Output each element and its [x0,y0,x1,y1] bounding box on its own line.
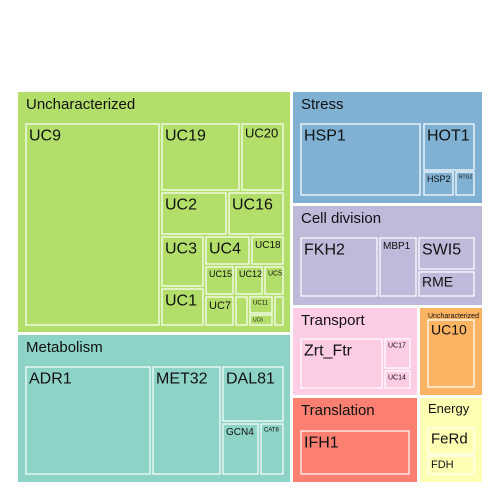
tile-uc1-0-11[interactable] [161,288,204,326]
tile-uc15-0-8[interactable] [205,266,234,295]
tile-mbp1-2-1[interactable] [379,237,417,297]
tile-label: UC3 [165,240,197,257]
tile-rme-2-3[interactable] [418,271,475,297]
tile-uc6-0-15[interactable] [249,314,273,326]
tile-label: RTG2 [459,175,472,181]
group-label: Stress [301,96,344,113]
tile-label: DAL81 [226,370,275,387]
tile-uc4-0-6[interactable] [205,236,250,265]
tile-uc3-0-5[interactable] [161,236,204,287]
tile-uc11-0-14[interactable] [249,296,273,314]
tile-label: Zrt_Ftr [304,342,353,359]
tile-label: FeRd [431,431,468,448]
tile-zrt-ftr-4-0[interactable] [300,338,383,389]
tile-label: MBP1 [383,241,411,252]
tile-dal81-3-2[interactable] [222,366,284,422]
tile-hot1-1-1[interactable] [423,123,475,171]
tile-label: UC10 [431,322,467,338]
group-translation-6[interactable]: Translation IFH1 [293,398,417,482]
group-label: Energy [428,401,470,416]
group-cell-division-2[interactable]: Cell division FKH2 MBP1 SWI5 RME [293,206,482,305]
tile-label: CAT8 [264,427,280,433]
tile-uc7-0-12[interactable] [205,296,234,326]
tile-uc17-4-1[interactable] [384,338,411,369]
tile-label: UC7 [209,300,231,312]
tile-fkh2-2-0[interactable] [300,237,378,297]
tile-uc5-0-10[interactable] [264,266,284,295]
tile-unlabeled-0-13[interactable] [235,296,248,326]
tile-hsp1-1-0[interactable] [300,123,421,196]
group-label: Cell division [301,210,381,227]
tile-label: UC2 [165,196,197,213]
tile-label: IFH1 [304,434,339,451]
tile-label: UC14 [388,374,406,381]
tile-fdh-7-1[interactable] [427,455,475,475]
tile-label: HSP1 [304,127,346,144]
tile-label: ADR1 [29,370,72,387]
tile-unlabeled-0-16[interactable] [274,296,284,326]
tile-uc20-0-2[interactable] [241,123,284,191]
tile-uc16-0-4[interactable] [228,192,284,235]
tile-label: UC19 [165,127,206,144]
tile-cat8-3-4[interactable] [260,423,284,475]
tile-label: UC16 [232,196,273,213]
tile-uc12-0-9[interactable] [235,266,263,295]
group-uncharacterized-5[interactable]: Uncharacterized UC10 [420,308,482,395]
tile-label: HOT1 [427,127,470,144]
group-label: Uncharacterized [428,313,479,320]
tile-label: UC5 [268,270,282,277]
tile-ifh1-6-0[interactable] [300,430,410,475]
tile-rtg2-1-3[interactable] [455,171,475,196]
group-label: Metabolism [26,339,103,356]
tile-uc10-5-0[interactable] [427,319,475,388]
tile-uc14-4-2[interactable] [384,370,411,389]
tile-uc18-0-7[interactable] [251,236,284,265]
group-label: Transport [301,312,365,329]
tile-label: UC11 [253,300,269,306]
tile-uc19-0-1[interactable] [161,123,240,191]
tile-uc2-0-3[interactable] [161,192,227,235]
tile-hsp2-1-2[interactable] [423,171,454,196]
tile-label: GCN4 [226,427,254,438]
tile-uc9-0-0[interactable] [25,123,160,326]
tile-label: UC18 [255,240,281,251]
tile-swi5-2-2[interactable] [418,237,475,270]
tile-adr1-3-0[interactable] [25,366,151,475]
tile-label: MET32 [156,370,208,387]
group-uncharacterized-0[interactable]: Uncharacterized UC9 UC19 UC20 UC2 UC16 UC3 UC4 U… [18,92,290,332]
tile-label: UC4 [209,240,241,257]
tile-label: FKH2 [304,241,345,258]
tile-label: UC6 [253,318,263,324]
tile-label: RME [422,274,453,290]
group-label: Translation [301,402,375,419]
group-energy-7[interactable]: Energy FeRd FDH [420,398,482,482]
tile-label: HSP2 [427,174,451,184]
tile-label: FDH [431,459,454,471]
tile-met32-3-1[interactable] [152,366,221,475]
group-label: Uncharacterized [26,96,135,113]
tile-label: UC17 [388,342,406,349]
tile-label: UC20 [245,126,278,141]
tile-label: UC1 [165,292,197,309]
tile-gcn4-3-3[interactable] [222,423,259,475]
group-metabolism-3[interactable]: Metabolism ADR1 MET32 DAL81 GCN4 CAT8 [18,335,290,482]
tile-label: UC15 [209,269,232,279]
tile-ferd-7-0[interactable] [427,427,475,455]
tile-label: SWI5 [422,241,461,258]
tile-label: UC9 [29,127,61,144]
group-transport-4[interactable]: Transport Zrt_Ftr UC17 UC14 [293,308,417,395]
group-stress-1[interactable]: Stress HSP1 HOT1 HSP2 RTG2 [293,92,482,203]
tile-label: UC12 [239,269,262,279]
